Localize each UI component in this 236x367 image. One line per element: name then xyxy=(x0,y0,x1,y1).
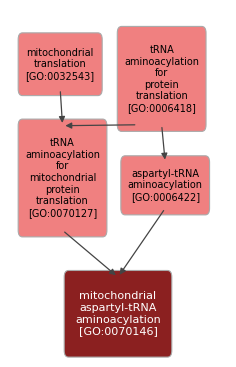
Text: mitochondrial
aspartyl-tRNA
aminoacylation
[GO:0070146]: mitochondrial aspartyl-tRNA aminoacylati… xyxy=(75,291,161,336)
FancyBboxPatch shape xyxy=(18,119,107,237)
FancyBboxPatch shape xyxy=(121,156,210,215)
FancyBboxPatch shape xyxy=(117,26,206,131)
FancyBboxPatch shape xyxy=(64,270,172,357)
Text: aspartyl-tRNA
aminoacylation
[GO:0006422]: aspartyl-tRNA aminoacylation [GO:0006422… xyxy=(128,169,203,202)
FancyBboxPatch shape xyxy=(18,33,102,96)
Text: tRNA
aminoacylation
for
protein
translation
[GO:0006418]: tRNA aminoacylation for protein translat… xyxy=(124,45,199,113)
Text: tRNA
aminoacylation
for
mitochondrial
protein
translation
[GO:0070127]: tRNA aminoacylation for mitochondrial pr… xyxy=(25,138,100,218)
Text: mitochondrial
translation
[GO:0032543]: mitochondrial translation [GO:0032543] xyxy=(26,48,95,81)
